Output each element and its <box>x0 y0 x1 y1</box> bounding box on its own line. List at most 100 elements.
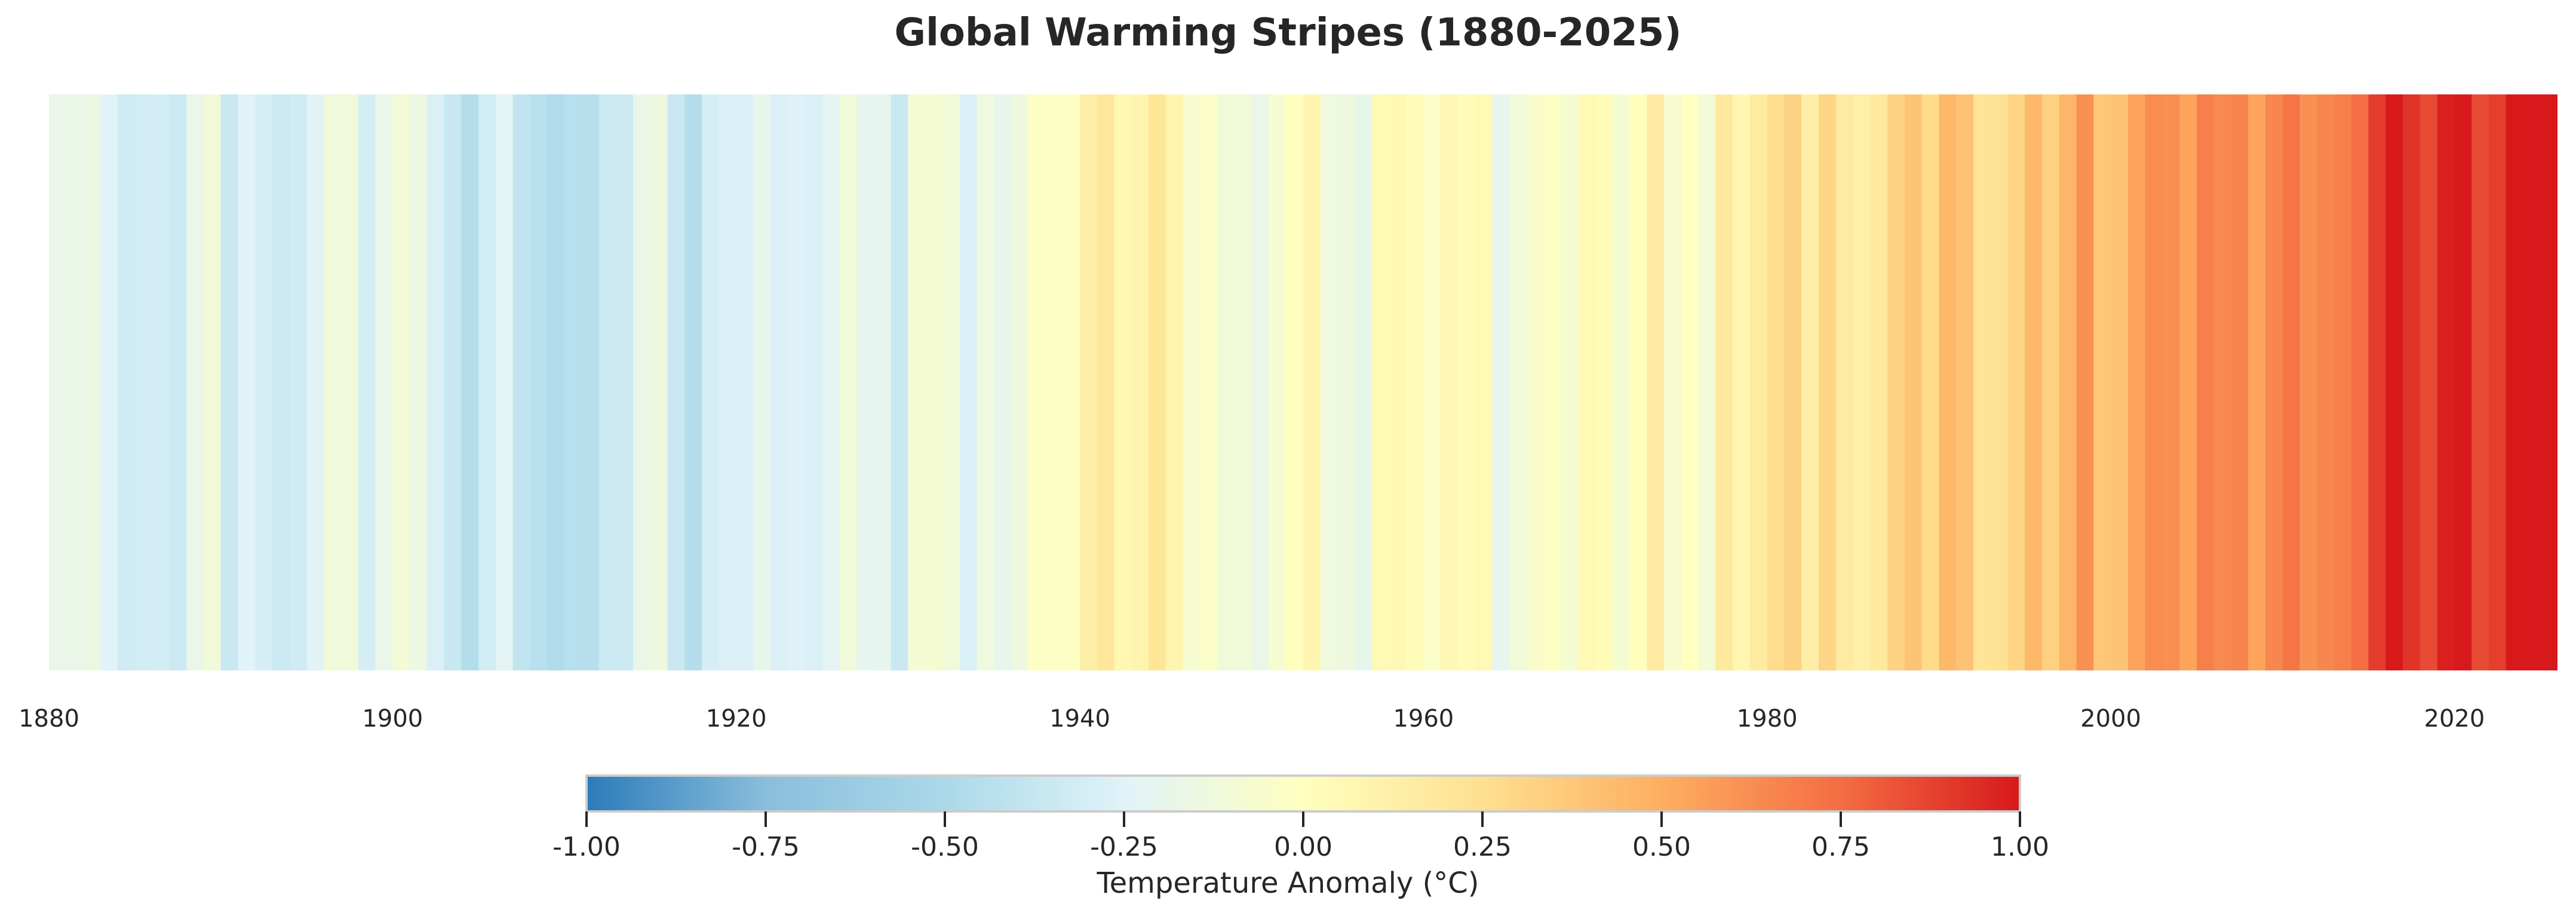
stripe-1934 <box>977 94 994 670</box>
year-tick-1920: 1920 <box>705 705 767 733</box>
stripe-1942 <box>1114 94 1132 670</box>
stripe-2010 <box>2282 94 2301 670</box>
stripe-1968 <box>1561 94 1579 670</box>
stripe-1982 <box>1801 94 1819 670</box>
colorbar-tick-label: -0.50 <box>911 832 979 862</box>
stripe-1944 <box>1149 94 1166 670</box>
stripe-1954 <box>1320 94 1338 670</box>
year-tick-1980: 1980 <box>1736 705 1798 733</box>
stripe-1965 <box>1509 94 1527 670</box>
year-tick-2000: 2000 <box>2080 705 2141 733</box>
stripe-1932 <box>942 94 960 670</box>
colorbar-label: Temperature Anomaly (°C) <box>1097 866 1479 900</box>
stripe-1961 <box>1441 94 1459 670</box>
stripe-1938 <box>1045 94 1063 670</box>
stripe-1991 <box>1956 94 1974 670</box>
stripe-1959 <box>1406 94 1424 670</box>
stripe-1951 <box>1269 94 1287 670</box>
stripe-1995 <box>2025 94 2043 670</box>
stripe-2020 <box>2454 94 2472 670</box>
stripe-1881 <box>66 94 84 670</box>
stripe-1926 <box>839 94 857 670</box>
colorbar-tick-label: 0.50 <box>1632 832 1691 862</box>
stripe-1966 <box>1526 94 1545 670</box>
stripe-2008 <box>2248 94 2266 670</box>
stripe-1929 <box>891 94 908 670</box>
stripe-1894 <box>289 94 308 670</box>
year-tick-1900: 1900 <box>362 705 423 733</box>
stripe-1943 <box>1131 94 1149 670</box>
stripe-2004 <box>2179 94 2197 670</box>
stripe-2015 <box>2368 94 2386 670</box>
stripe-1898 <box>358 94 376 670</box>
stripe-1962 <box>1457 94 1476 670</box>
stripe-2011 <box>2299 94 2317 670</box>
stripe-1899 <box>375 94 393 670</box>
stripe-2013 <box>2334 94 2352 670</box>
year-tick-1940: 1940 <box>1049 705 1110 733</box>
stripe-1996 <box>2041 94 2060 670</box>
stripe-1908 <box>530 94 548 670</box>
colorbar-tick-label: 0.25 <box>1453 832 1512 862</box>
stripe-1955 <box>1337 94 1355 670</box>
stripe-1916 <box>667 94 685 670</box>
stripe-1882 <box>83 94 101 670</box>
stripe-1930 <box>908 94 926 670</box>
stripe-1976 <box>1698 94 1717 670</box>
stripe-2022 <box>2488 94 2507 670</box>
stripe-1950 <box>1251 94 1270 670</box>
stripe-2021 <box>2471 94 2489 670</box>
stripe-1919 <box>719 94 737 670</box>
stripe-1915 <box>650 94 668 670</box>
stripe-1975 <box>1681 94 1699 670</box>
stripe-2000 <box>2111 94 2129 670</box>
stripe-1921 <box>753 94 771 670</box>
stripe-1922 <box>770 94 788 670</box>
stripe-1974 <box>1664 94 1682 670</box>
stripe-1971 <box>1612 94 1631 670</box>
stripe-1958 <box>1389 94 1407 670</box>
stripe-2024 <box>2523 94 2541 670</box>
stripe-1981 <box>1784 94 1802 670</box>
stripe-1890 <box>220 94 239 670</box>
colorbar-tick-label: 0.00 <box>1274 832 1332 862</box>
stripe-1913 <box>616 94 634 670</box>
stripe-1972 <box>1629 94 1647 670</box>
stripe-2005 <box>2196 94 2215 670</box>
stripe-1902 <box>426 94 445 670</box>
stripe-1907 <box>512 94 531 670</box>
stripe-2001 <box>2127 94 2146 670</box>
stripe-1970 <box>1595 94 1613 670</box>
stripe-1992 <box>1973 94 1991 670</box>
stripe-1987 <box>1887 94 1905 670</box>
stripe-1884 <box>118 94 136 670</box>
stripe-1984 <box>1835 94 1854 670</box>
stripe-1905 <box>478 94 496 670</box>
stripe-1994 <box>2007 94 2025 670</box>
stripe-1885 <box>134 94 153 670</box>
colorbar <box>585 774 2021 827</box>
stripe-1969 <box>1578 94 1596 670</box>
stripe-1904 <box>461 94 479 670</box>
stripe-1888 <box>186 94 204 670</box>
stripe-1928 <box>873 94 892 670</box>
colorbar-gradient <box>585 774 2021 813</box>
stripe-1935 <box>994 94 1012 670</box>
year-tick-1960: 1960 <box>1393 705 1454 733</box>
stripe-1912 <box>598 94 616 670</box>
stripe-1880 <box>49 94 67 670</box>
stripe-1956 <box>1355 94 1373 670</box>
stripe-2016 <box>2385 94 2403 670</box>
stripe-1931 <box>925 94 943 670</box>
stripe-1936 <box>1011 94 1029 670</box>
colorbar-tick-label: 1.00 <box>1991 832 2049 862</box>
stripe-1983 <box>1819 94 1837 670</box>
stripe-1883 <box>100 94 118 670</box>
stripe-1948 <box>1217 94 1235 670</box>
colorbar-tick-label: -1.00 <box>552 832 621 862</box>
year-tick-2020: 2020 <box>2424 705 2485 733</box>
stripe-1886 <box>152 94 170 670</box>
stripes-plot <box>49 94 2557 670</box>
stripe-1918 <box>702 94 720 670</box>
stripe-2003 <box>2162 94 2180 670</box>
